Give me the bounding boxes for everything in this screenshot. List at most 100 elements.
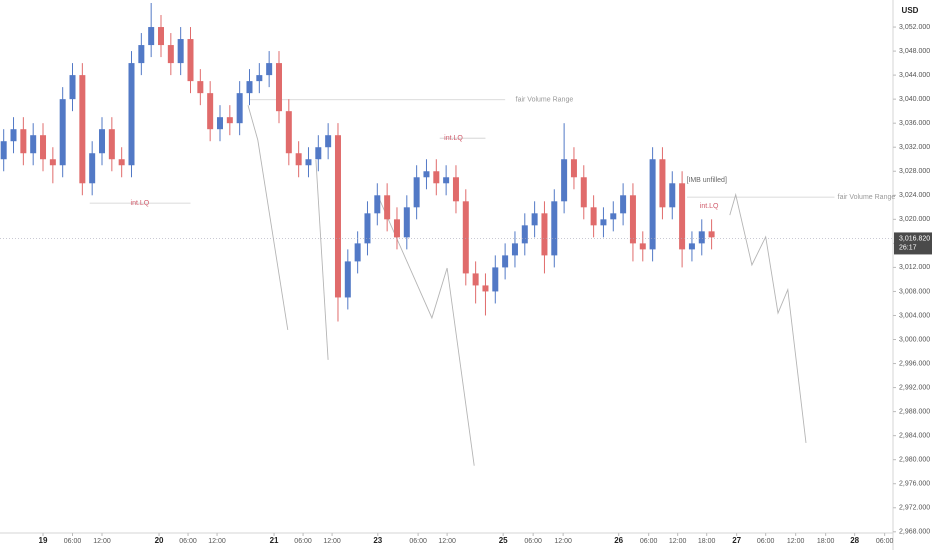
candle-body — [570, 159, 577, 178]
candle-body — [118, 159, 125, 166]
candle-body — [325, 135, 332, 148]
y-tick-label: 3,032.000 — [899, 144, 930, 151]
x-tick-label: 12:00 — [438, 538, 456, 545]
last-price-label: 3,016.820 — [899, 235, 930, 242]
y-tick-label: 3,000.000 — [899, 336, 930, 343]
candle-body — [374, 195, 381, 214]
y-tick-label: 2,968.000 — [899, 529, 930, 536]
last-price-box — [894, 232, 932, 255]
candle-body — [659, 159, 666, 208]
candle-body — [688, 243, 695, 250]
y-tick-label: 2,996.000 — [899, 360, 930, 367]
annotation: [IMB unfilled] — [686, 177, 727, 184]
candle-body — [423, 171, 430, 178]
candle-body — [108, 129, 115, 160]
y-tick-label: 3,028.000 — [899, 168, 930, 175]
candle-body — [226, 117, 233, 124]
candle-body — [492, 267, 499, 292]
x-tick-label: 25 — [499, 536, 508, 545]
candle-body — [502, 255, 509, 268]
candle-body — [639, 243, 646, 250]
x-tick-label: 06:00 — [876, 538, 894, 545]
candle-body — [177, 39, 184, 64]
candle-body — [472, 273, 479, 286]
candle-body — [197, 81, 204, 94]
x-tick-label: 06:00 — [524, 538, 542, 545]
y-tick-label: 3,036.000 — [899, 120, 930, 127]
candle-body — [79, 75, 86, 184]
candle-body — [541, 213, 548, 256]
y-tick-label: 3,008.000 — [899, 288, 930, 295]
candle-body — [187, 39, 194, 82]
candle-body — [364, 213, 371, 244]
currency: USD — [902, 6, 919, 15]
candle-body — [600, 219, 607, 226]
x-tick-label: 12:00 — [323, 538, 341, 545]
candle-body — [433, 171, 440, 184]
candle-body — [610, 213, 617, 220]
x-tick-label: 06:00 — [409, 538, 427, 545]
candle-body — [334, 135, 341, 298]
candle-body — [158, 27, 165, 46]
candle-body — [275, 63, 282, 112]
level-label: fair Volume Range — [838, 194, 896, 201]
x-tick-label: 23 — [373, 536, 382, 545]
candle-body — [462, 201, 469, 274]
candle-body — [128, 63, 135, 166]
candle-body — [354, 243, 361, 262]
candle-body — [531, 213, 538, 226]
level-label: fair Volume Range — [516, 97, 574, 104]
candle-body — [580, 177, 587, 208]
candle-body — [452, 177, 459, 202]
x-tick-label: 12:00 — [554, 538, 572, 545]
level-label: int.LQ — [131, 200, 150, 207]
candle-body — [620, 195, 627, 214]
y-tick-label: 2,972.000 — [899, 505, 930, 512]
x-tick-label: 06:00 — [64, 538, 82, 545]
x-tick-label: 12:00 — [208, 538, 226, 545]
x-tick-label: 12:00 — [787, 538, 805, 545]
y-tick-label: 3,020.000 — [899, 216, 930, 223]
y-tick-label: 3,048.000 — [899, 48, 930, 55]
x-tick-label: 20 — [155, 536, 164, 545]
candle-body — [590, 207, 597, 226]
y-tick-label: 3,052.000 — [899, 24, 930, 31]
y-tick-label: 3,040.000 — [899, 96, 930, 103]
y-tick-label: 2,988.000 — [899, 408, 930, 415]
candle-body — [305, 159, 312, 166]
candle-body — [40, 135, 47, 160]
y-tick-label: 3,012.000 — [899, 264, 930, 271]
candle-body — [285, 111, 292, 154]
candle-body — [629, 195, 636, 244]
candle-body — [511, 243, 518, 256]
candle-body — [344, 261, 351, 298]
candle-body — [384, 195, 391, 220]
candle-body — [403, 207, 410, 238]
countdown: 26:17 — [899, 244, 917, 251]
x-tick-label: 19 — [39, 536, 48, 545]
candle-body — [236, 93, 243, 124]
candle-body — [443, 177, 450, 184]
candle-body — [256, 75, 263, 82]
x-tick-label: 12:00 — [93, 538, 111, 545]
x-tick-label: 12:00 — [669, 538, 687, 545]
candle-body — [167, 45, 174, 64]
x-tick-label: 27 — [732, 536, 741, 545]
x-tick-label: 26 — [614, 536, 623, 545]
x-tick-label: 06:00 — [294, 538, 312, 545]
candle-body — [266, 63, 273, 76]
candle-body — [89, 153, 96, 184]
candle-body — [708, 231, 715, 238]
y-tick-label: 3,024.000 — [899, 192, 930, 199]
x-tick-label: 18:00 — [817, 538, 835, 545]
y-tick-label: 2,992.000 — [899, 384, 930, 391]
annotation: int.LQ — [700, 203, 719, 210]
candle-body — [49, 159, 56, 166]
x-tick-label: 06:00 — [757, 538, 775, 545]
y-tick-label: 2,976.000 — [899, 481, 930, 488]
candle-body — [69, 75, 76, 100]
candle-body — [482, 285, 489, 292]
candle-body — [148, 27, 155, 46]
candle-body — [315, 147, 322, 160]
